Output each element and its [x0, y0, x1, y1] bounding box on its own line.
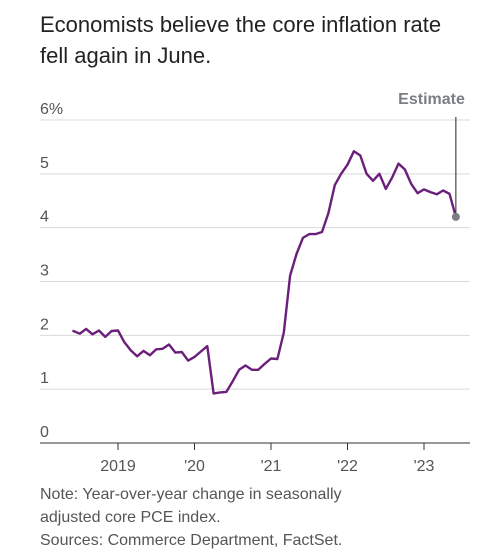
line-chart: 0 1 2 3 4 5 6% 2019 '20 '21 '22 '23 Estimate — [40, 91, 470, 475]
x-tick-label: '22 — [337, 458, 358, 475]
gridlines — [40, 119, 470, 390]
x-tick-label: '21 — [261, 458, 282, 475]
note-line: adjusted core PCE index. — [40, 506, 470, 529]
source-line: Sources: Commerce Department, FactSet. — [40, 532, 343, 549]
x-tick-label: '20 — [184, 458, 205, 475]
y-tick-label: 4 — [40, 209, 49, 226]
y-tick-label: 1 — [40, 370, 49, 387]
note-text-1: Note: Year-over-year change in seasonall… — [40, 486, 342, 503]
x-axis-ticks: 2019 '20 '21 '22 '23 — [100, 443, 435, 475]
series-line-core-pce — [72, 150, 458, 395]
y-axis-tick-labels: 0 1 2 3 4 5 6% — [40, 101, 63, 441]
y-tick-label: 0 — [40, 424, 49, 441]
x-tick-label: 2019 — [100, 458, 136, 475]
estimate-point — [451, 212, 460, 221]
x-tick-label: '23 — [414, 458, 435, 475]
estimate-label: Estimate — [398, 91, 465, 108]
note-text-2: adjusted core PCE index. — [40, 509, 221, 526]
y-tick-label: 3 — [40, 263, 49, 280]
note-line: Note: Year-over-year change in seasonall… — [40, 483, 470, 506]
y-tick-label: 5 — [40, 155, 49, 172]
chart-footnote: Note: Year-over-year change in seasonall… — [40, 483, 470, 552]
chart-title: Economists believe the core inflation ra… — [40, 12, 442, 68]
y-tick-label: 2 — [40, 316, 49, 333]
y-tick-label: 6% — [40, 101, 63, 118]
